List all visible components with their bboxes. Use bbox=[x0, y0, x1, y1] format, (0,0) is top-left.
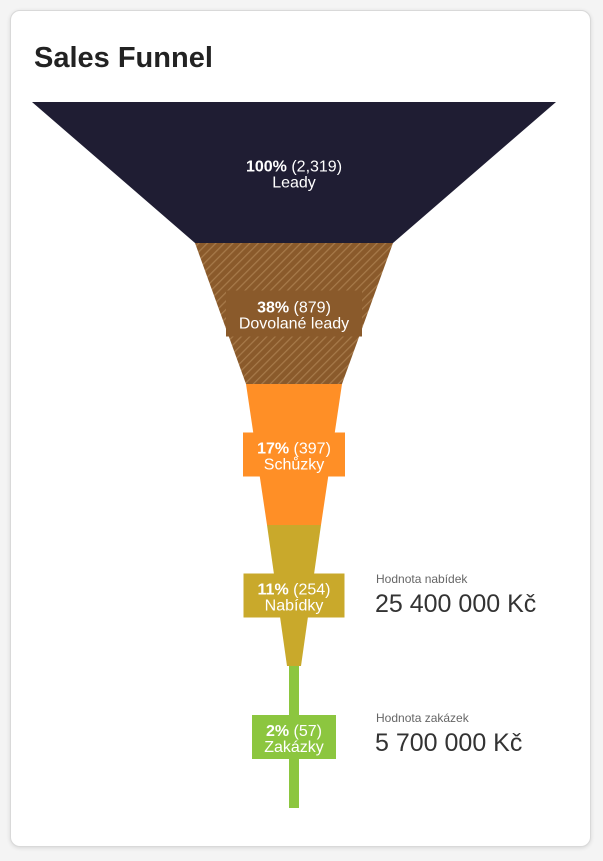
stage-percent-dovolane-leady: 38% (879) bbox=[257, 300, 331, 317]
stage-label-bg-nabidky bbox=[243, 573, 345, 618]
offer-value-caption: Hodnota nabídek bbox=[376, 572, 468, 586]
order-value: 5 700 000 Kč bbox=[375, 729, 523, 757]
offer-value: 25 400 000 Kč bbox=[375, 590, 537, 618]
stage-label-bg-schuzky bbox=[243, 432, 345, 477]
stage-percent-leady: 100% (2,319) bbox=[246, 159, 342, 176]
stage-label-schuzky: Schůzky bbox=[264, 456, 324, 474]
stage-label-nabidky: Nabídky bbox=[265, 598, 324, 615]
stage-label-leady: Leady bbox=[272, 175, 316, 192]
stage-label-bg-dovolane-leady bbox=[226, 290, 362, 337]
stage-percent-nabidky: 11% (254) bbox=[258, 582, 331, 599]
funnel-stage-leady bbox=[32, 102, 556, 243]
chart-title: Sales Funnel bbox=[34, 42, 213, 74]
stage-label-bg-zakazky bbox=[252, 715, 336, 759]
stage-percent-schuzky: 17% (397) bbox=[257, 441, 331, 458]
stage-label-dovolane-leady: Dovolané leady bbox=[239, 316, 349, 333]
order-value-caption: Hodnota zakázek bbox=[376, 711, 469, 725]
stage-percent-zakazky: 2% (57) bbox=[266, 723, 322, 740]
stage-label-zakazky: Zakázky bbox=[264, 739, 324, 756]
